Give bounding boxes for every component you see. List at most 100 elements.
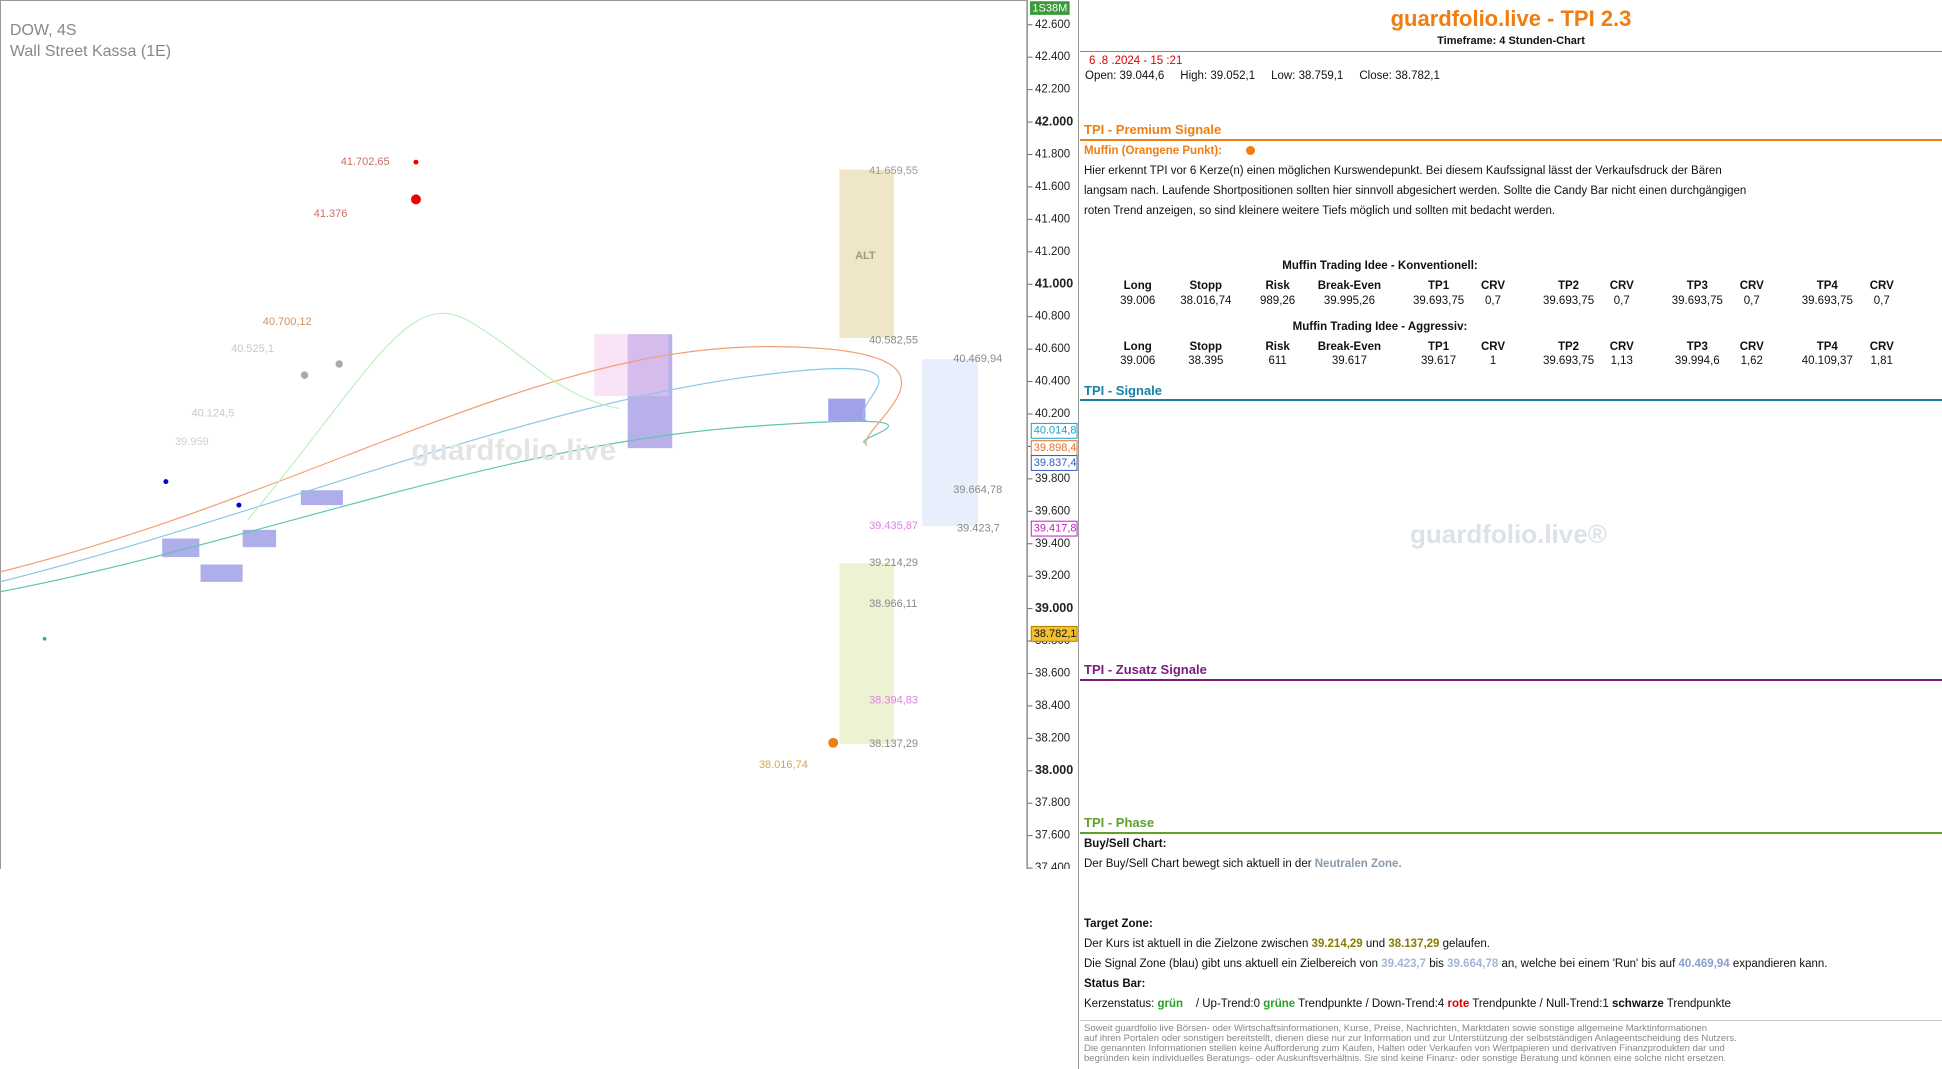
table-header: Risk (1265, 279, 1290, 292)
section-heading: TPI - Premium Signale (1084, 122, 1222, 137)
table-cell: 1 (1489, 355, 1497, 368)
ohlc-item: Open: 39.044,6 (1085, 70, 1165, 82)
table-cell: 1,62 (1740, 355, 1763, 368)
table-cell: 39.693,75 (1801, 294, 1853, 307)
zone (839, 563, 894, 745)
table-cell: 0,7 (1613, 294, 1630, 307)
y-tick-label: 37.600 (1035, 830, 1070, 842)
table-header: Risk (1265, 340, 1290, 353)
annotation: 39.664,78 (953, 484, 1002, 496)
highlight: 40.469,94 (1678, 958, 1730, 970)
price-tag-bg (1030, 422, 1078, 439)
y-tick-label: 42.200 (1035, 84, 1070, 96)
instrument: Wall Street Kassa (1E) (10, 43, 171, 60)
subheading: Target Zone: (1084, 918, 1153, 930)
table-cell: 39.006 (1120, 355, 1156, 368)
highlight: schwarze (1612, 998, 1664, 1010)
zone (300, 490, 343, 506)
y-tick-label: 38.400 (1035, 700, 1070, 712)
table-cell: 39.693,75 (1542, 355, 1595, 368)
price-tag-bg (1030, 520, 1078, 537)
badge-bg (1030, 1, 1070, 15)
signal-dot (1246, 146, 1255, 155)
annotation: 41.702,65 (341, 156, 390, 168)
text: Kerzenstatus: (1084, 998, 1158, 1010)
annotation: 38.966,11 (869, 598, 917, 610)
y-tick-label: 39.800 (1035, 473, 1070, 485)
watermark: guardfolio.live® (1410, 519, 1607, 549)
highlight: rote (1447, 998, 1470, 1010)
table-header: CRV (1609, 279, 1634, 292)
table-header: TP4 (1816, 340, 1838, 353)
annotation: 40.124,5 (192, 407, 235, 419)
table-cell: 39.006 (1120, 294, 1156, 307)
highlight: 38.137,29 (1388, 938, 1440, 950)
subheading: Status Bar: (1084, 978, 1146, 990)
annotation: 39.423,7 (957, 523, 1000, 535)
panel-title: guardfolio.live - TPI 2.3 (1390, 6, 1632, 31)
table-header: TP1 (1428, 279, 1450, 292)
highlight: 39.214,29 (1311, 938, 1363, 950)
text: und (1362, 938, 1389, 950)
table-header: CRV (1739, 340, 1764, 353)
zone (828, 398, 866, 421)
price-tag: 38.782,1 (1034, 628, 1077, 640)
moving-average (0, 346, 902, 573)
zone (242, 529, 277, 548)
y-tick-label: 37.800 (1035, 797, 1070, 809)
highlight: grüne (1263, 998, 1296, 1010)
y-tick-label: 38.000 (1035, 763, 1073, 777)
table-cell: 0,7 (1485, 294, 1502, 307)
zone (594, 334, 669, 397)
text: expandieren kann. (1729, 958, 1828, 970)
disclaimer: auf ihren Portalen oder sonstigen bereit… (1084, 1033, 1737, 1044)
table-header: CRV (1869, 340, 1894, 353)
ohlc-item: Low: 38.759,1 (1271, 70, 1344, 82)
price-tag-bg (1030, 455, 1078, 471)
price-tag-bg (1030, 625, 1078, 642)
table-header: Stopp (1189, 340, 1223, 353)
text: Trendpunkte (1663, 998, 1731, 1010)
rule (1080, 1020, 1942, 1021)
y-tick-label: 40.200 (1035, 408, 1070, 420)
rule (1080, 832, 1942, 834)
y-tick-label: 40.600 (1035, 343, 1070, 355)
y-tick-label: 39.000 (1035, 601, 1073, 615)
annotation: 40.469,94 (953, 353, 1002, 365)
moving-average (247, 312, 620, 521)
signal-dot (300, 371, 309, 379)
table-header: Stopp (1189, 279, 1223, 292)
moving-average (0, 420, 890, 593)
y-tick-label: 41.800 (1035, 149, 1070, 161)
table-header: Long (1123, 279, 1152, 292)
table-cell: 1,13 (1610, 355, 1633, 368)
annotation: 39.959 (175, 436, 209, 448)
signal-dot (236, 502, 242, 508)
price-tag: 39.417,8 (1034, 523, 1077, 535)
annotation: 38.016,74 (759, 759, 808, 771)
y-tick-label: 40.400 (1035, 376, 1070, 388)
annotation: 40.525,1 (231, 343, 274, 355)
table-header: TP2 (1557, 340, 1580, 353)
disclaimer: Soweit guardfolio live Börsen- oder Wirt… (1084, 1023, 1708, 1034)
table-header: TP3 (1686, 279, 1708, 292)
table-header: TP1 (1428, 340, 1450, 353)
table-header: TP3 (1686, 340, 1708, 353)
annotation: 41.376 (314, 208, 348, 220)
highlight: 39.423,7 (1381, 958, 1427, 970)
rule (1080, 399, 1942, 401)
table-cell: 39.693,75 (1412, 294, 1465, 307)
phase-text: Der Buy/Sell Chart bewegt sich aktuell i… (1084, 857, 1402, 871)
table-cell: 40.109,37 (1801, 355, 1853, 368)
table-header: CRV (1869, 279, 1894, 292)
text: Trendpunkte / Down-Trend:4 (1295, 998, 1448, 1010)
y-tick-label: 42.000 (1035, 114, 1073, 128)
signal-dot (411, 194, 421, 205)
signal-text: roten Trend anzeigen, so sind kleinere w… (1084, 205, 1556, 217)
table-cell: 0,7 (1873, 294, 1890, 307)
price-tag: 39.898,4 (1034, 442, 1077, 454)
ohlc-item: High: 39.052,1 (1180, 70, 1256, 82)
table-cell: 39.617 (1420, 355, 1457, 368)
